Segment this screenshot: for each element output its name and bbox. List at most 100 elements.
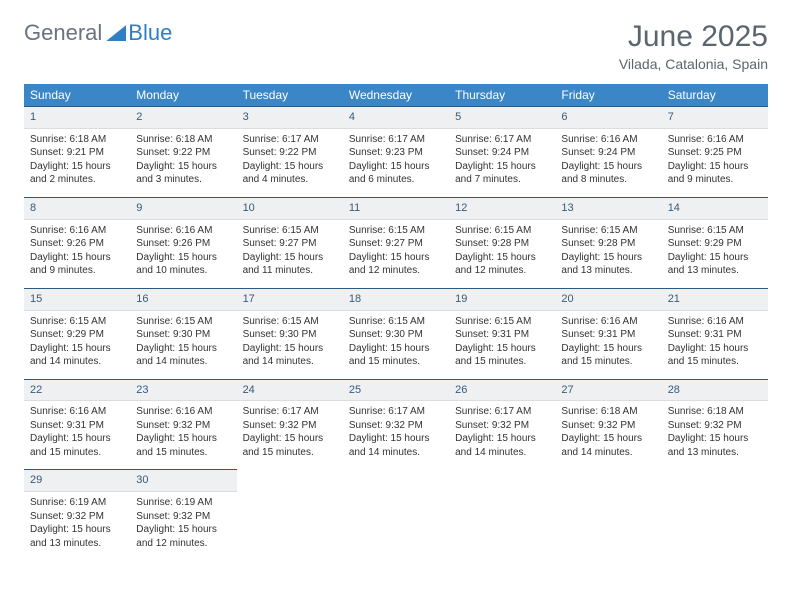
- header: General Blue June 2025 Vilada, Catalonia…: [24, 20, 768, 72]
- daylight-line: Daylight: 15 hours and 2 minutes.: [30, 160, 124, 187]
- weekday-header: Tuesday: [237, 84, 343, 106]
- sunrise-line: Sunrise: 6:16 AM: [561, 315, 655, 329]
- sunrise-line: Sunrise: 6:17 AM: [243, 405, 337, 419]
- calendar-day-cell: 4Sunrise: 6:17 AMSunset: 9:23 PMDaylight…: [343, 106, 449, 197]
- calendar-day-cell: 24Sunrise: 6:17 AMSunset: 9:32 PMDayligh…: [237, 379, 343, 470]
- sunset-line: Sunset: 9:30 PM: [136, 328, 230, 342]
- calendar-week-row: 8Sunrise: 6:16 AMSunset: 9:26 PMDaylight…: [24, 197, 768, 288]
- weekday-header: Monday: [130, 84, 236, 106]
- sunset-line: Sunset: 9:24 PM: [561, 146, 655, 160]
- weekday-header: Sunday: [24, 84, 130, 106]
- sunrise-line: Sunrise: 6:15 AM: [455, 315, 549, 329]
- weekday-header: Wednesday: [343, 84, 449, 106]
- sunrise-line: Sunrise: 6:19 AM: [30, 496, 124, 510]
- calendar-week-row: 15Sunrise: 6:15 AMSunset: 9:29 PMDayligh…: [24, 288, 768, 379]
- day-body: Sunrise: 6:16 AMSunset: 9:31 PMDaylight:…: [662, 311, 768, 379]
- sunset-line: Sunset: 9:32 PM: [30, 510, 124, 524]
- daylight-line: Daylight: 15 hours and 15 minutes.: [349, 342, 443, 369]
- day-body: Sunrise: 6:15 AMSunset: 9:29 PMDaylight:…: [24, 311, 130, 379]
- daylight-line: Daylight: 15 hours and 14 minutes.: [30, 342, 124, 369]
- calendar-day-cell: 30Sunrise: 6:19 AMSunset: 9:32 PMDayligh…: [130, 469, 236, 560]
- day-number: 12: [449, 197, 555, 220]
- daylight-line: Daylight: 15 hours and 11 minutes.: [243, 251, 337, 278]
- day-number: 2: [130, 106, 236, 129]
- day-body: Sunrise: 6:15 AMSunset: 9:28 PMDaylight:…: [449, 220, 555, 288]
- sunrise-line: Sunrise: 6:16 AM: [668, 315, 762, 329]
- calendar-day-cell: 1Sunrise: 6:18 AMSunset: 9:21 PMDaylight…: [24, 106, 130, 197]
- location-subtitle: Vilada, Catalonia, Spain: [619, 56, 768, 72]
- daylight-line: Daylight: 15 hours and 14 minutes.: [243, 342, 337, 369]
- day-number: 11: [343, 197, 449, 220]
- daylight-line: Daylight: 15 hours and 6 minutes.: [349, 160, 443, 187]
- sunset-line: Sunset: 9:30 PM: [349, 328, 443, 342]
- sunset-line: Sunset: 9:31 PM: [668, 328, 762, 342]
- day-body: Sunrise: 6:16 AMSunset: 9:31 PMDaylight:…: [24, 401, 130, 469]
- day-number: 10: [237, 197, 343, 220]
- daylight-line: Daylight: 15 hours and 9 minutes.: [30, 251, 124, 278]
- daylight-line: Daylight: 15 hours and 13 minutes.: [668, 251, 762, 278]
- calendar-day-cell: 22Sunrise: 6:16 AMSunset: 9:31 PMDayligh…: [24, 379, 130, 470]
- weekday-header: Saturday: [662, 84, 768, 106]
- day-body: Sunrise: 6:15 AMSunset: 9:31 PMDaylight:…: [449, 311, 555, 379]
- calendar-day-cell: 7Sunrise: 6:16 AMSunset: 9:25 PMDaylight…: [662, 106, 768, 197]
- sunset-line: Sunset: 9:26 PM: [136, 237, 230, 251]
- day-number: 3: [237, 106, 343, 129]
- calendar-day-cell: 15Sunrise: 6:15 AMSunset: 9:29 PMDayligh…: [24, 288, 130, 379]
- calendar-day-cell: 19Sunrise: 6:15 AMSunset: 9:31 PMDayligh…: [449, 288, 555, 379]
- calendar-table: SundayMondayTuesdayWednesdayThursdayFrid…: [24, 84, 768, 560]
- day-body: Sunrise: 6:16 AMSunset: 9:24 PMDaylight:…: [555, 129, 661, 197]
- day-number: 16: [130, 288, 236, 311]
- calendar-day-cell: 13Sunrise: 6:15 AMSunset: 9:28 PMDayligh…: [555, 197, 661, 288]
- sunrise-line: Sunrise: 6:17 AM: [455, 133, 549, 147]
- sunset-line: Sunset: 9:22 PM: [136, 146, 230, 160]
- day-number: 6: [555, 106, 661, 129]
- sunrise-line: Sunrise: 6:15 AM: [243, 224, 337, 238]
- sunset-line: Sunset: 9:32 PM: [561, 419, 655, 433]
- day-number: 26: [449, 379, 555, 402]
- day-number: 15: [24, 288, 130, 311]
- sunrise-line: Sunrise: 6:18 AM: [30, 133, 124, 147]
- day-body: Sunrise: 6:17 AMSunset: 9:24 PMDaylight:…: [449, 129, 555, 197]
- sunset-line: Sunset: 9:29 PM: [30, 328, 124, 342]
- day-body: Sunrise: 6:17 AMSunset: 9:32 PMDaylight:…: [237, 401, 343, 469]
- sunrise-line: Sunrise: 6:16 AM: [561, 133, 655, 147]
- sunset-line: Sunset: 9:30 PM: [243, 328, 337, 342]
- calendar-day-cell: [237, 469, 343, 560]
- day-number: 28: [662, 379, 768, 402]
- day-number: 14: [662, 197, 768, 220]
- sunrise-line: Sunrise: 6:18 AM: [561, 405, 655, 419]
- calendar-week-row: 1Sunrise: 6:18 AMSunset: 9:21 PMDaylight…: [24, 106, 768, 197]
- day-number: 21: [662, 288, 768, 311]
- daylight-line: Daylight: 15 hours and 14 minutes.: [561, 432, 655, 459]
- calendar-day-cell: [343, 469, 449, 560]
- calendar-day-cell: [449, 469, 555, 560]
- sunrise-line: Sunrise: 6:15 AM: [30, 315, 124, 329]
- sunset-line: Sunset: 9:32 PM: [455, 419, 549, 433]
- day-number: 5: [449, 106, 555, 129]
- sunrise-line: Sunrise: 6:17 AM: [455, 405, 549, 419]
- day-body: Sunrise: 6:17 AMSunset: 9:32 PMDaylight:…: [449, 401, 555, 469]
- day-body: Sunrise: 6:18 AMSunset: 9:21 PMDaylight:…: [24, 129, 130, 197]
- day-body: Sunrise: 6:16 AMSunset: 9:26 PMDaylight:…: [24, 220, 130, 288]
- page-title: June 2025: [619, 20, 768, 54]
- calendar-day-cell: 9Sunrise: 6:16 AMSunset: 9:26 PMDaylight…: [130, 197, 236, 288]
- daylight-line: Daylight: 15 hours and 15 minutes.: [455, 342, 549, 369]
- day-body: Sunrise: 6:15 AMSunset: 9:30 PMDaylight:…: [130, 311, 236, 379]
- sunset-line: Sunset: 9:32 PM: [349, 419, 443, 433]
- daylight-line: Daylight: 15 hours and 14 minutes.: [136, 342, 230, 369]
- sunrise-line: Sunrise: 6:16 AM: [30, 224, 124, 238]
- sunset-line: Sunset: 9:31 PM: [561, 328, 655, 342]
- calendar-day-cell: 23Sunrise: 6:16 AMSunset: 9:32 PMDayligh…: [130, 379, 236, 470]
- sunrise-line: Sunrise: 6:15 AM: [136, 315, 230, 329]
- day-number: 8: [24, 197, 130, 220]
- sunrise-line: Sunrise: 6:16 AM: [30, 405, 124, 419]
- sunrise-line: Sunrise: 6:16 AM: [136, 405, 230, 419]
- day-body: Sunrise: 6:17 AMSunset: 9:22 PMDaylight:…: [237, 129, 343, 197]
- sunrise-line: Sunrise: 6:15 AM: [455, 224, 549, 238]
- day-body: Sunrise: 6:18 AMSunset: 9:22 PMDaylight:…: [130, 129, 236, 197]
- day-body: Sunrise: 6:19 AMSunset: 9:32 PMDaylight:…: [24, 492, 130, 560]
- title-block: June 2025 Vilada, Catalonia, Spain: [619, 20, 768, 72]
- daylight-line: Daylight: 15 hours and 10 minutes.: [136, 251, 230, 278]
- sunrise-line: Sunrise: 6:18 AM: [668, 405, 762, 419]
- calendar-body: 1Sunrise: 6:18 AMSunset: 9:21 PMDaylight…: [24, 106, 768, 560]
